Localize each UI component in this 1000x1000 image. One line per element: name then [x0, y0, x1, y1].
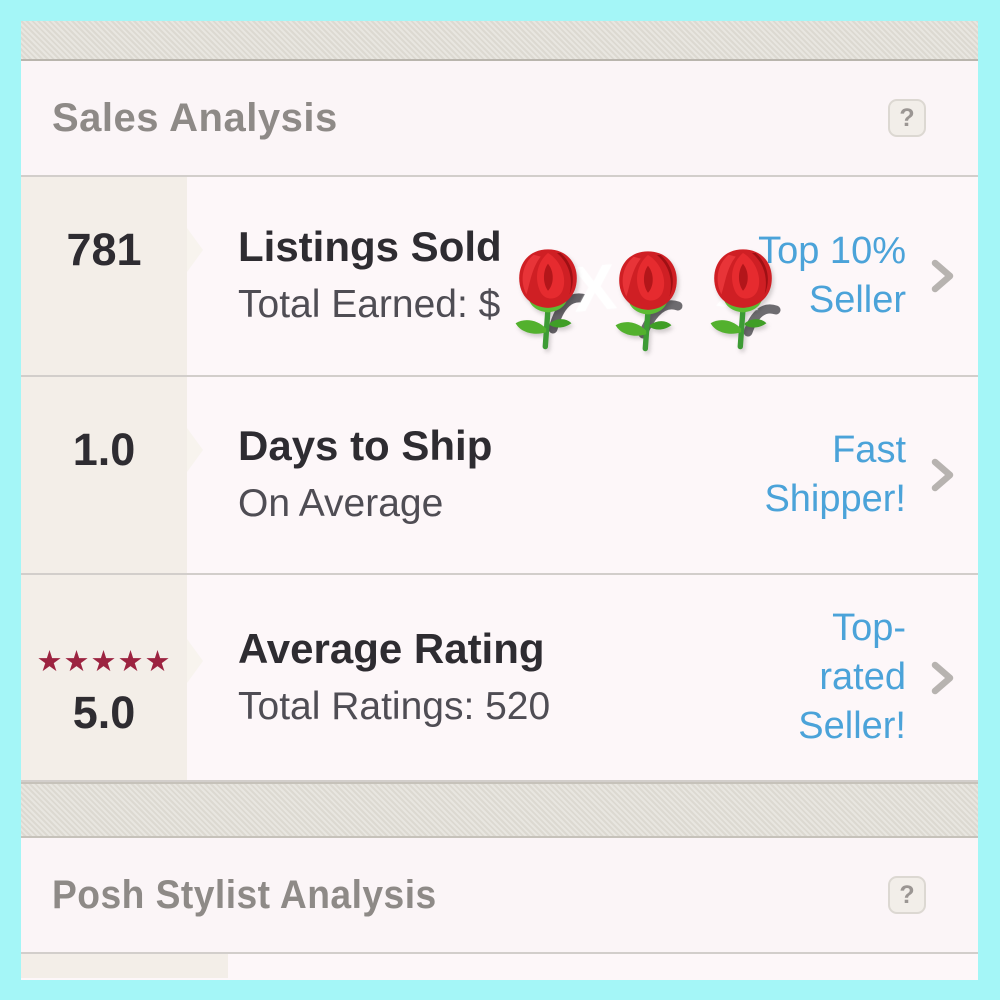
- days-to-ship-stat-column: 1.0: [21, 377, 187, 573]
- fast-shipper-badge: Fast Shipper!: [764, 429, 906, 520]
- listings-sold-title: Listings Sold: [238, 223, 502, 270]
- days-to-ship-chevron-target[interactable]: [906, 458, 978, 492]
- days-to-ship-text: Days to Ship On Average: [238, 417, 711, 533]
- stat-pointer-notch: [187, 639, 203, 683]
- listings-sold-text: Listings Sold Total Earned: $ X X: [238, 218, 781, 334]
- stat-pointer-notch: [187, 428, 203, 472]
- chevron-right-icon: [927, 458, 957, 492]
- days-to-ship-title: Days to Ship: [238, 422, 493, 469]
- on-average-subtitle: On Average: [238, 482, 444, 525]
- days-to-ship-row[interactable]: 1.0 Days to Ship On Average Fast Shipper…: [21, 377, 978, 575]
- average-rating-chevron-target[interactable]: [906, 661, 978, 695]
- average-rating-text: Average Rating Total Ratings: 520: [238, 620, 711, 736]
- average-rating-title: Average Rating: [238, 624, 545, 672]
- middle-separator-band: [21, 782, 978, 838]
- sales-analysis-header: Sales Analysis ?: [21, 61, 978, 177]
- stat-pointer-notch: [187, 228, 203, 272]
- posh-stylist-analysis-header: Posh Stylist Analysis ?: [21, 838, 978, 954]
- top-10-seller-badge: Top 10% Seller: [758, 230, 906, 321]
- chevron-right-icon: [927, 661, 957, 695]
- star-rating: ★★★★★: [36, 644, 172, 678]
- question-mark-icon: ?: [899, 103, 915, 132]
- average-rating-row[interactable]: ★★★★★ 5.0 Average Rating Total Ratings: …: [21, 575, 978, 782]
- listings-sold-stat-column: 781: [21, 177, 187, 375]
- stats-panel: Sales Analysis ? 781 Listings Sold Total…: [21, 21, 978, 980]
- listings-sold-count: 781: [66, 224, 142, 275]
- days-to-ship-value: 1.0: [72, 424, 136, 475]
- next-row-stat-column: [21, 954, 228, 978]
- top-separator-band: [21, 21, 978, 61]
- listings-sold-row[interactable]: 781 Listings Sold Total Earned: $ X X: [21, 177, 978, 377]
- next-row-partial: [21, 954, 978, 978]
- listings-sold-chevron-target[interactable]: [906, 259, 978, 293]
- total-earned-subtitle: Total Earned: $ X X: [238, 276, 781, 334]
- sales-help-button[interactable]: ?: [888, 99, 926, 137]
- average-rating-stat-column: ★★★★★ 5.0: [21, 575, 187, 780]
- total-ratings-subtitle: Total Ratings: 520: [238, 684, 551, 728]
- top-rated-seller-badge: Top- rated Seller!: [798, 607, 906, 747]
- question-mark-icon: ?: [899, 880, 915, 909]
- chevron-right-icon: [927, 259, 957, 293]
- average-rating-value: 5.0: [72, 687, 136, 738]
- posh-stylist-analysis-title: Posh Stylist Analysis: [52, 872, 437, 917]
- posh-stylist-help-button[interactable]: ?: [888, 876, 926, 914]
- sales-analysis-title: Sales Analysis: [52, 95, 338, 140]
